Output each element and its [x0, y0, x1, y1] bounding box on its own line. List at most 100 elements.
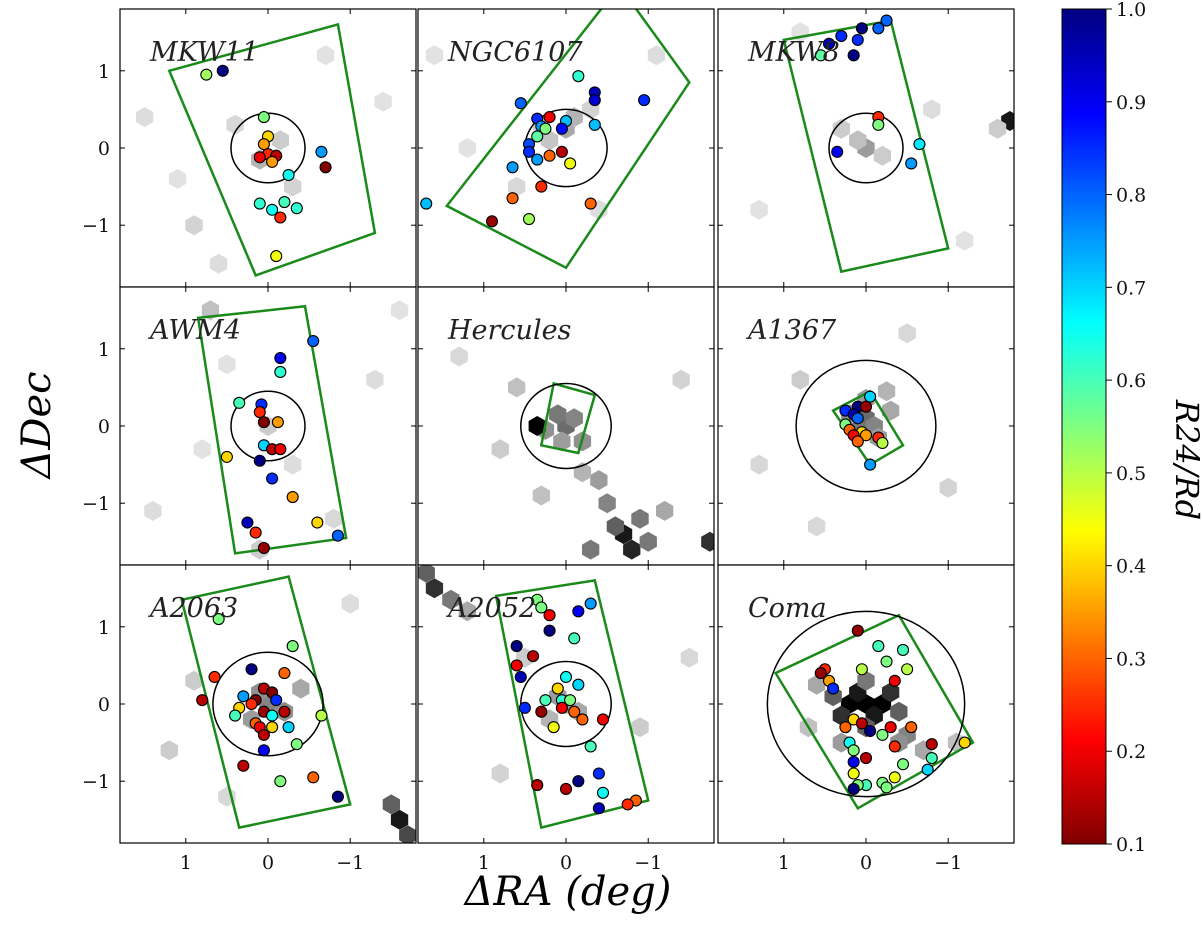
x-tick-label: 0	[860, 852, 872, 874]
hexbin-cell	[701, 531, 714, 552]
hexbin-cell	[808, 674, 826, 695]
hexbin-cell	[366, 369, 384, 390]
hexbin-cell	[491, 763, 509, 784]
galaxy-point	[564, 694, 577, 707]
galaxy-point	[551, 682, 564, 695]
hexbin-cell	[185, 670, 203, 691]
footprint-outline	[167, 22, 377, 277]
galaxy-point	[257, 111, 270, 124]
galaxy-point	[543, 624, 556, 637]
galaxy-point	[831, 145, 844, 158]
galaxy-point	[592, 802, 605, 815]
colorbar-tick-label: 0.5	[1116, 463, 1146, 485]
galaxy-point	[584, 740, 597, 753]
galaxy-point	[271, 416, 284, 429]
galaxy-point	[592, 767, 605, 780]
x-tick-label: 1	[778, 852, 790, 874]
galaxy-point	[527, 650, 540, 663]
colorbar-ticks: 1.0 0.9 0.8 0.7 0.6 0.5 0.4 0.3 0.2 0.1	[1106, 0, 1146, 856]
colorbar-gradient	[1061, 8, 1107, 845]
colorbar-tick-label: 0.4	[1116, 556, 1146, 578]
hexbin-cell	[292, 678, 310, 699]
galaxy-point	[584, 597, 597, 610]
hexbin-cell	[271, 130, 289, 151]
galaxy-point	[872, 118, 885, 131]
hexbin-cell	[284, 454, 302, 475]
hexbin-cell	[631, 508, 649, 529]
galaxy-point	[572, 678, 585, 691]
hexbin-cell	[832, 705, 850, 726]
panel-plot-area: A1367	[718, 287, 1014, 565]
galaxy-point	[921, 763, 934, 776]
galaxy-point	[638, 94, 651, 107]
galaxy-point	[925, 738, 938, 751]
galaxy-point	[212, 613, 225, 626]
galaxy-point	[241, 516, 254, 529]
hexbin-cell	[284, 176, 302, 197]
footprint-outline	[539, 381, 597, 455]
hexbin-cell	[857, 670, 875, 691]
y-axis-title: ΔDec	[14, 371, 60, 480]
hexbin-cell	[582, 539, 600, 560]
hexbin-cell	[508, 377, 526, 398]
galaxy-point	[282, 168, 295, 182]
galaxy-point	[559, 670, 573, 684]
galaxy-point	[905, 721, 918, 734]
radius-circle	[766, 610, 966, 798]
radius-circle	[230, 390, 306, 462]
hexbin-cell	[598, 493, 616, 514]
panel-label-awm4: AWM4	[147, 315, 241, 346]
galaxy-point	[257, 138, 270, 151]
galaxy-point	[835, 29, 848, 43]
galaxy-point	[531, 130, 544, 143]
galaxy-point	[851, 435, 864, 448]
galaxy-point	[216, 64, 229, 77]
galaxy-point	[278, 705, 291, 718]
radius-circle	[520, 382, 612, 470]
hexbin-cell	[442, 589, 460, 610]
galaxy-point	[888, 740, 901, 753]
galaxy-point	[896, 758, 910, 771]
panel-label-a2052: A2052	[445, 593, 536, 624]
hexbin-cell	[553, 431, 571, 452]
hexbin-cell	[680, 647, 698, 668]
galaxy-point	[925, 752, 938, 765]
galaxy-point	[315, 709, 328, 722]
galaxy-point	[270, 250, 283, 263]
radius-circle	[795, 359, 937, 493]
galaxy-point	[847, 744, 860, 757]
panel-coma: Coma 1 0 −1	[717, 564, 1015, 874]
galaxy-point	[522, 212, 536, 226]
hexbin-cell	[508, 176, 526, 197]
panel-label-mkw8: MKW8	[747, 37, 840, 68]
panel-label-a2063: A2063	[147, 593, 238, 624]
colorbar-tick-label: 0.1	[1116, 834, 1146, 856]
hexbin-cell	[956, 230, 974, 251]
galaxy-point	[880, 781, 893, 794]
hexbin-cell	[399, 825, 416, 843]
hexbin-cell	[136, 107, 154, 128]
hexbin-cell	[144, 500, 162, 521]
galaxy-point	[880, 655, 893, 668]
galaxy-point	[266, 709, 279, 722]
x-tick-label: −1	[336, 852, 364, 874]
hexbin-cell	[382, 794, 400, 815]
galaxy-point	[864, 458, 877, 471]
galaxy-point	[847, 782, 860, 795]
hexbin-cell	[374, 91, 392, 112]
galaxy-point	[535, 180, 548, 193]
x-tick-label: 0	[560, 852, 572, 874]
colorbar-tick-label: 0.7	[1116, 277, 1146, 299]
galaxy-point	[266, 721, 279, 734]
galaxy-point	[901, 663, 914, 676]
galaxy-point	[514, 670, 527, 684]
galaxy-point	[286, 490, 299, 504]
panel-label-hercules: Hercules	[447, 315, 571, 346]
hexbin-cell	[832, 732, 850, 753]
colorbar-tick-label: 0.2	[1116, 741, 1146, 763]
panel-plot-area: A2063	[120, 565, 416, 843]
colorbar-tick-label: 0.6	[1116, 370, 1146, 392]
galaxy-point	[855, 717, 868, 730]
hexbin-cell	[832, 118, 850, 139]
galaxy-point	[290, 202, 303, 215]
